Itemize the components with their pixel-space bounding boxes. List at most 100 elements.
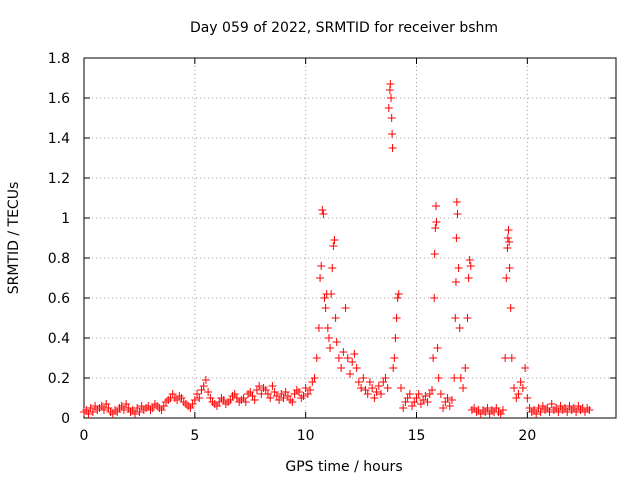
- data-point: [466, 262, 475, 270]
- data-point: [259, 384, 268, 392]
- data-point: [84, 410, 93, 418]
- data-point: [393, 294, 402, 302]
- data-point: [485, 410, 494, 418]
- data-point: [286, 396, 295, 404]
- data-point: [157, 406, 166, 414]
- data-point: [552, 404, 561, 412]
- x-tick-label: 15: [408, 428, 426, 444]
- data-point: [224, 398, 233, 406]
- data-point: [126, 408, 135, 416]
- data-point: [454, 264, 463, 272]
- data-point: [514, 390, 523, 398]
- data-point: [419, 396, 428, 404]
- data-point: [320, 294, 329, 302]
- data-point: [124, 404, 133, 412]
- data-point: [479, 406, 487, 414]
- data-point: [430, 250, 439, 258]
- data-point: [95, 404, 104, 412]
- data-point: [263, 390, 272, 398]
- data-point: [445, 402, 454, 410]
- data-point: [82, 406, 91, 414]
- data-point: [135, 408, 144, 416]
- data-point: [115, 404, 124, 412]
- grid: [84, 58, 616, 418]
- data-point: [184, 402, 193, 410]
- data-point: [281, 388, 290, 396]
- data-point: [432, 218, 441, 226]
- data-point: [359, 374, 368, 382]
- data-point: [425, 390, 434, 398]
- y-axis-label: SRMTID / TECUs: [6, 182, 22, 295]
- data-point: [314, 324, 323, 332]
- data-point: [246, 388, 255, 396]
- data-point: [312, 354, 321, 362]
- data-point: [379, 378, 388, 386]
- data-point: [113, 408, 122, 416]
- data-point: [117, 402, 126, 410]
- y-tick-label: 1.4: [48, 131, 70, 147]
- data-point: [130, 410, 139, 418]
- data-point: [321, 304, 330, 312]
- data-point: [299, 392, 308, 400]
- data-point: [431, 224, 440, 232]
- data-point: [396, 384, 405, 392]
- data-point: [317, 262, 326, 270]
- data-point: [408, 402, 417, 410]
- data-point: [190, 396, 199, 404]
- data-point: [487, 406, 496, 414]
- data-point: [527, 408, 536, 416]
- data-point: [547, 400, 556, 408]
- data-point: [405, 390, 414, 398]
- data-point: [341, 304, 350, 312]
- data-point: [503, 234, 512, 242]
- data-point: [494, 408, 503, 416]
- data-point: [195, 394, 204, 402]
- data-point: [529, 406, 538, 414]
- data-point: [549, 406, 558, 414]
- data-point: [453, 210, 462, 218]
- data-point: [505, 238, 514, 246]
- data-point: [532, 410, 541, 418]
- data-point: [574, 402, 583, 410]
- data-point: [122, 400, 131, 408]
- data-point: [217, 394, 226, 402]
- data-point: [374, 382, 383, 390]
- data-point: [401, 398, 410, 406]
- data-point: [310, 374, 319, 382]
- y-tick-label: 0.4: [48, 331, 70, 347]
- data-point: [451, 278, 460, 286]
- data-point: [565, 402, 574, 410]
- data-point: [436, 390, 445, 398]
- data-point: [248, 392, 257, 400]
- data-point: [412, 394, 421, 402]
- data-point: [244, 390, 253, 398]
- data-point: [541, 406, 550, 414]
- data-point: [288, 398, 297, 406]
- data-point: [268, 382, 277, 390]
- data-point: [410, 398, 419, 406]
- data-point: [357, 384, 366, 392]
- data-point: [339, 348, 348, 356]
- data-point: [261, 386, 270, 394]
- data-point: [433, 344, 442, 352]
- data-point: [384, 104, 393, 112]
- data-point: [197, 386, 206, 394]
- data-point: [99, 406, 108, 414]
- data-point: [390, 354, 399, 362]
- data-point: [133, 404, 142, 412]
- data-point: [583, 404, 592, 412]
- data-point: [241, 398, 250, 406]
- data-point: [403, 394, 412, 402]
- data-point: [159, 402, 168, 410]
- data-point: [576, 406, 585, 414]
- data-point: [297, 394, 306, 402]
- data-point: [452, 198, 461, 206]
- data-point: [506, 304, 515, 312]
- data-point: [536, 408, 545, 416]
- data-point: [585, 406, 594, 414]
- data-point: [334, 354, 343, 362]
- data-point: [146, 406, 155, 414]
- axis-ticks: 0 0.2 0.4 0.6 0.8 1 1.2 1.4 1.6 1.8 0 5 10 15 20: [48, 51, 616, 444]
- data-point: [330, 236, 339, 244]
- data-point: [331, 314, 340, 322]
